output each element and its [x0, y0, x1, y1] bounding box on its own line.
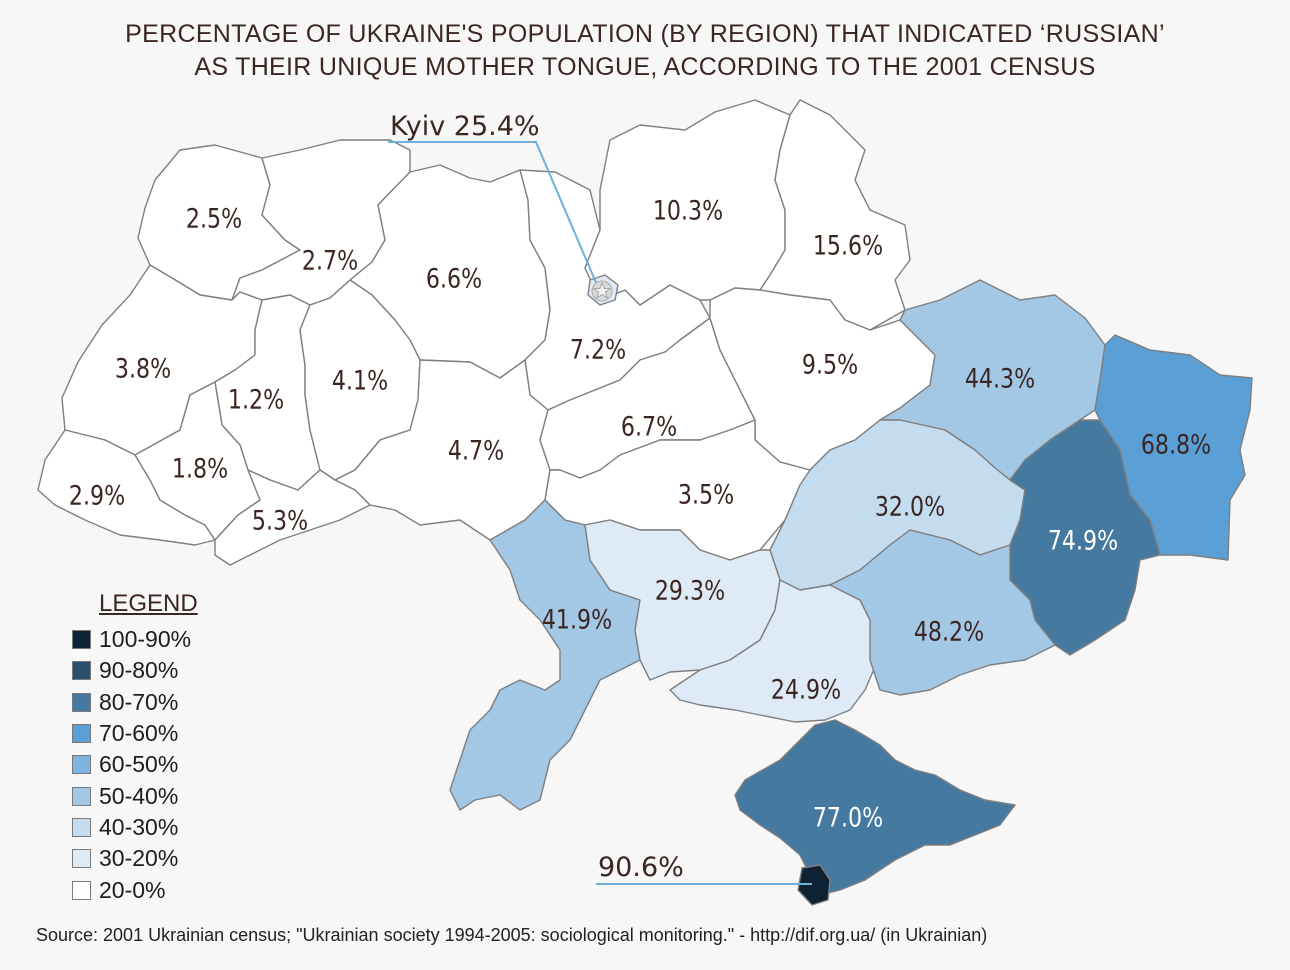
legend-title: LEGEND: [99, 590, 198, 617]
label-chernihiv: 10.3%: [653, 195, 723, 227]
legend-item: 90-80%: [72, 655, 198, 686]
legend-swatch: [72, 880, 91, 900]
region-vinnytsia: [334, 359, 551, 541]
legend-swatch: [72, 661, 91, 681]
map-title: PERCENTAGE OF UKRAINE'S POPULATION (BY R…: [0, 18, 1290, 84]
legend: LEGEND 100-90% 90-80% 80-70% 70-60% 60-50% 50…: [72, 590, 198, 906]
label-chernivtsi: 5.3%: [252, 505, 308, 537]
label-zakarpattia: 2.9%: [69, 480, 125, 512]
label-volyn: 2.5%: [186, 203, 242, 235]
legend-label: 70-60%: [99, 720, 179, 747]
legend-item: 20-0%: [72, 874, 198, 905]
label-rivne: 2.7%: [302, 245, 358, 277]
legend-label: 50-40%: [99, 782, 179, 809]
legend-label: 30-20%: [99, 845, 179, 872]
kyiv-callout-line: [388, 141, 601, 293]
label-kharkiv: 44.3%: [965, 363, 1035, 395]
label-dnipropetrovsk: 32.0%: [875, 491, 945, 523]
legend-item: 40-30%: [72, 812, 198, 843]
label-mykolaiv: 29.3%: [655, 575, 725, 607]
region-sevastopol: [797, 864, 831, 906]
label-kirovohrad: 3.5%: [678, 479, 734, 511]
legend-item: 100-90%: [72, 624, 198, 655]
legend-item: 30-20%: [72, 843, 198, 874]
kyiv-callout-label: Kyiv 25.4%: [390, 111, 540, 142]
legend-item: 80-70%: [72, 687, 198, 718]
legend-label: 80-70%: [99, 688, 179, 715]
label-zhytomyr: 6.6%: [426, 263, 482, 295]
label-kherson: 24.9%: [771, 674, 841, 706]
label-poltava: 9.5%: [802, 349, 858, 381]
legend-label: 60-50%: [99, 751, 179, 778]
source-note: Source: 2001 Ukrainian census; "Ukrainia…: [36, 925, 988, 945]
region-crimea: [734, 719, 1016, 896]
title-line-1: PERCENTAGE OF UKRAINE'S POPULATION (BY R…: [125, 20, 1165, 48]
legend-label: 90-80%: [99, 657, 179, 684]
region-zaporizhzhia: [829, 529, 1056, 696]
label-ivano-frankivsk: 1.8%: [172, 453, 228, 485]
label-crimea: 77.0%: [813, 802, 883, 834]
legend-label: 40-30%: [99, 813, 179, 840]
title-line-2: AS THEIR UNIQUE MOTHER TONGUE, ACCORDING…: [194, 53, 1096, 81]
sevastopol-callout-label: 90.6%: [598, 852, 684, 883]
label-odesa: 41.9%: [542, 604, 612, 636]
legend-swatch: [72, 630, 91, 650]
label-khmelnytskyi: 4.1%: [332, 365, 388, 397]
label-zaporizhzhia: 48.2%: [914, 616, 984, 648]
label-ternopil: 1.2%: [228, 384, 284, 416]
label-cherkasy: 6.7%: [621, 411, 677, 443]
legend-swatch: [72, 849, 91, 869]
legend-swatch: [72, 692, 91, 712]
region-chernivtsi: [214, 469, 371, 566]
legend-label: 100-90%: [99, 626, 192, 653]
kyiv-star-icon: [591, 280, 613, 302]
legend-swatch: [72, 755, 91, 775]
region-sumy: [759, 99, 911, 331]
label-luhansk: 68.8%: [1141, 429, 1211, 461]
label-sumy: 15.6%: [813, 230, 883, 262]
legend-swatch: [72, 786, 91, 806]
legend-label: 20-0%: [99, 876, 166, 903]
label-vinnytsia: 4.7%: [448, 435, 504, 467]
legend-item: 70-60%: [72, 718, 198, 749]
legend-item: 50-40%: [72, 780, 198, 811]
label-donetsk: 74.9%: [1048, 525, 1118, 557]
legend-swatch: [72, 724, 91, 744]
legend-item: 60-50%: [72, 749, 198, 780]
label-kyiv-oblast: 7.2%: [570, 334, 626, 366]
label-lviv: 3.8%: [115, 353, 171, 385]
legend-swatch: [72, 817, 91, 837]
